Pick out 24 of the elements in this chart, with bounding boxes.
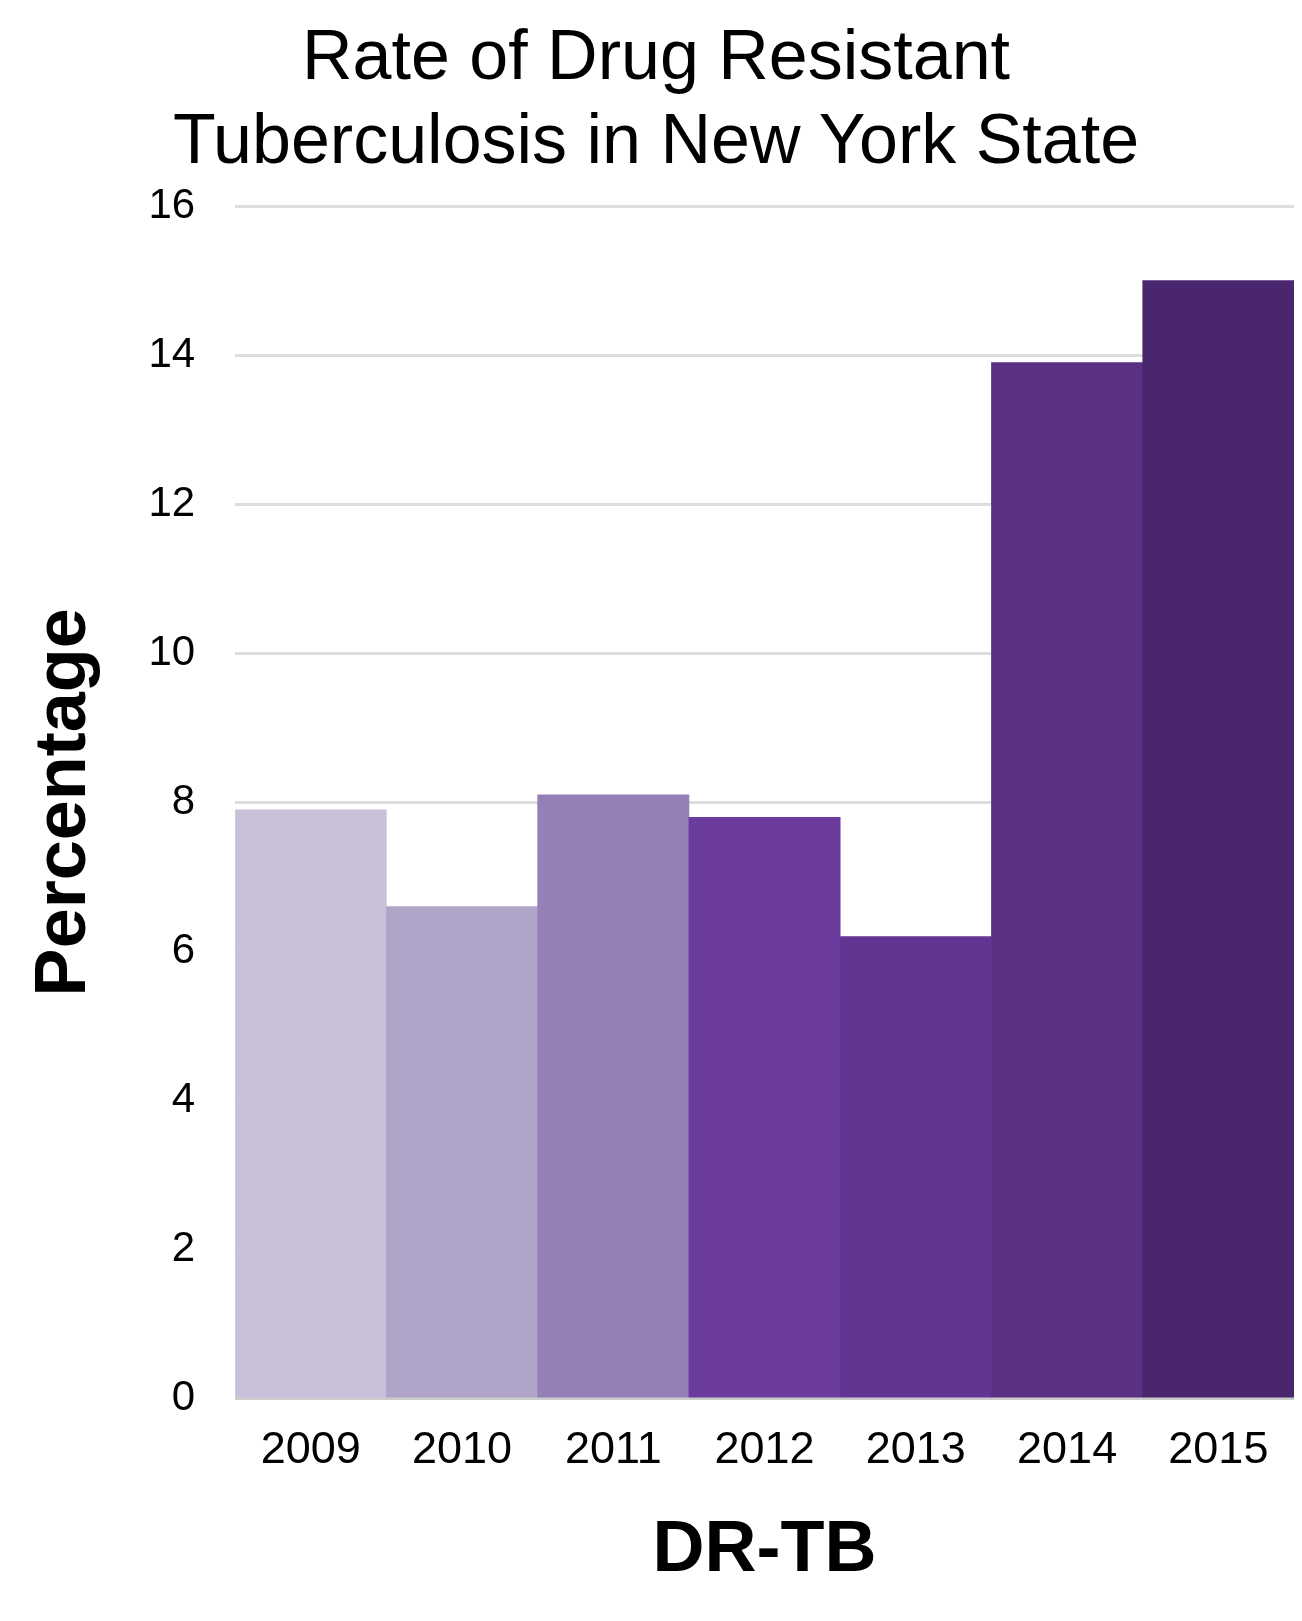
y-tick-label: 16 [148,179,196,227]
x-tick-label: 2014 [1017,1422,1118,1474]
y-tick-label: 2 [171,1223,196,1271]
y-axis-title: Percentage [20,608,101,997]
x-tick-label: 2009 [260,1422,361,1474]
x-tick-label: 2012 [714,1422,815,1474]
bar [386,906,538,1398]
bar [235,809,387,1398]
y-tick-label: 6 [171,924,196,972]
x-axis-title: DR-TB [652,1505,877,1586]
x-tick-label: 2015 [1168,1422,1269,1474]
chart-title: Rate of Drug Resistant Tuberculosis in New York State [172,16,1140,179]
y-tick-label: 0 [171,1372,196,1420]
bar [537,794,690,1398]
y-tick-label: 8 [171,775,196,823]
y-tick-label: 12 [148,477,196,525]
y-tick-label: 14 [148,328,196,376]
bar [1142,280,1294,1398]
x-tick-label: 2013 [865,1422,966,1474]
bar [991,362,1144,1398]
y-tick-label: 4 [171,1074,196,1122]
y-tick-label: 10 [148,626,196,674]
x-tick-label: 2010 [411,1422,513,1474]
x-tick-label: 2011 [564,1422,662,1474]
